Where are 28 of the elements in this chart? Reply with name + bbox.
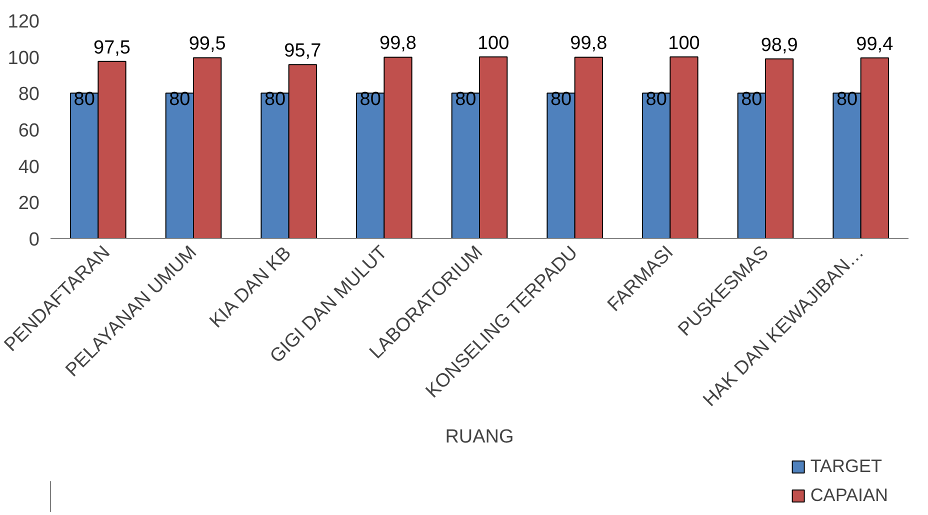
data-label: 80 (264, 89, 286, 110)
data-label: 99,5 (188, 34, 226, 55)
data-label: 80 (741, 89, 762, 110)
data-label: 80 (360, 89, 381, 110)
data-label: 80 (836, 89, 858, 110)
data-label: 99,8 (380, 33, 416, 54)
y-tick-label: 40 (18, 156, 40, 178)
y-tick-label: 120 (8, 12, 40, 32)
y-tick-label: 80 (18, 84, 40, 106)
data-label: 99,8 (570, 33, 608, 54)
data-label: 98,9 (760, 34, 798, 56)
data-label: 80 (550, 89, 572, 110)
legend-label: CAPAIAN (810, 485, 888, 506)
y-tick-label: 60 (18, 120, 40, 142)
data-label: 99,4 (856, 34, 894, 55)
data-label: 97,5 (94, 37, 130, 58)
data-label: 80 (169, 89, 190, 110)
y-tick-label: 20 (18, 193, 40, 214)
data-label: 80 (646, 89, 667, 110)
data-label: 80 (74, 89, 95, 110)
data-label: 100 (668, 32, 700, 54)
y-tick-label: 0 (28, 230, 40, 250)
data-label: 95,7 (284, 40, 322, 62)
y-tick-label: 100 (8, 48, 40, 69)
legend-label: TARGET (810, 456, 882, 477)
x-axis-title: RUANG (445, 426, 514, 448)
data-label: 100 (477, 32, 510, 54)
data-label: 80 (455, 89, 476, 110)
